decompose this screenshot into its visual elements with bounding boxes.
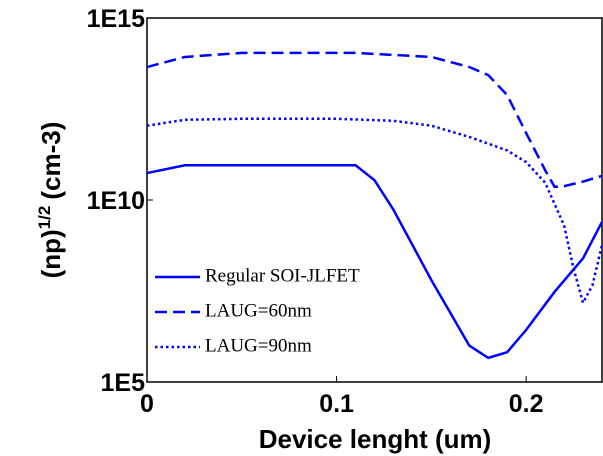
- y-label-main: (np): [36, 229, 66, 278]
- x-tick-label: 0.2: [509, 390, 544, 418]
- series-line: [146, 51, 603, 189]
- x-tick-label: 0: [140, 390, 154, 418]
- x-axis-label: Device lenght (um): [259, 424, 492, 454]
- series-line: [146, 164, 603, 360]
- legend-label: LAUG=60nm: [205, 300, 312, 321]
- legend-label: Regular SOI-JLFET: [205, 265, 360, 286]
- y-tick-label: 1E15: [87, 5, 145, 33]
- y-tick-label: 1E5: [101, 369, 146, 397]
- legend-label: LAUG=90nm: [205, 335, 312, 356]
- series-line: [146, 117, 603, 307]
- y-label-sup: 1/2: [35, 206, 54, 230]
- plot-frame: [146, 17, 603, 383]
- y-tick-label: 1E10: [87, 187, 145, 215]
- x-tick-label: 0.1: [319, 390, 354, 418]
- y-label-unit: (cm-3): [36, 122, 66, 200]
- y-axis-label: (np)1/2 (cm-3): [35, 122, 66, 279]
